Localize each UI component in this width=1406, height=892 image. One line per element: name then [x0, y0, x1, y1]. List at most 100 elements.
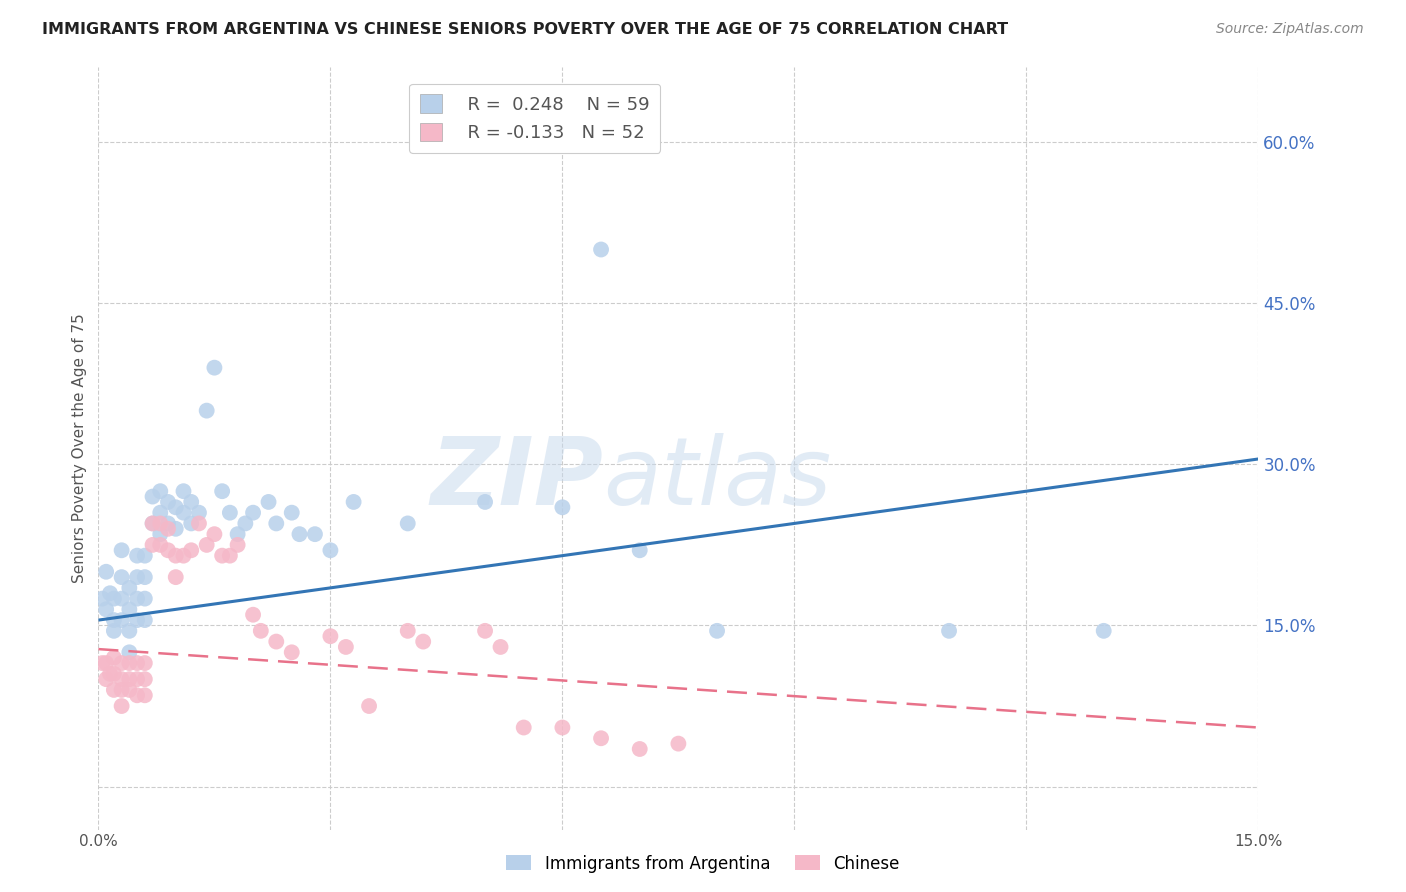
Point [141, 490, 165, 504]
Point [111, 591, 132, 606]
Point [157, 543, 180, 558]
Point [96, 602, 118, 616]
Point [242, 607, 264, 622]
Point [118, 656, 141, 670]
Text: atlas: atlas [603, 434, 831, 524]
Point [180, 495, 202, 509]
Point [319, 629, 342, 643]
Point [180, 543, 202, 558]
Point [474, 624, 496, 638]
Point [474, 495, 496, 509]
Point [111, 656, 132, 670]
Point [103, 650, 125, 665]
Point [111, 682, 132, 697]
Point [211, 484, 233, 499]
Point [118, 645, 141, 659]
Point [118, 602, 141, 616]
Point [235, 516, 257, 531]
Point [118, 682, 141, 697]
Point [242, 506, 264, 520]
Point [118, 672, 141, 686]
Point [103, 666, 125, 681]
Point [127, 613, 149, 627]
Text: Source: ZipAtlas.com: Source: ZipAtlas.com [1216, 22, 1364, 37]
Point [149, 506, 172, 520]
Point [165, 570, 187, 584]
Point [134, 656, 156, 670]
Point [134, 613, 156, 627]
Point [219, 506, 242, 520]
Point [591, 243, 613, 257]
Point [127, 672, 149, 686]
Point [335, 640, 357, 654]
Point [103, 624, 125, 638]
Point [396, 624, 419, 638]
Point [127, 688, 149, 702]
Point [343, 495, 366, 509]
Point [134, 672, 156, 686]
Point [188, 516, 211, 531]
Point [103, 682, 125, 697]
Point [141, 516, 165, 531]
Point [149, 484, 172, 499]
Point [319, 543, 342, 558]
Point [591, 731, 613, 746]
Point [118, 581, 141, 595]
Point [288, 527, 311, 541]
Point [204, 527, 226, 541]
Point [172, 484, 194, 499]
Legend:   R =  0.248    N = 59,   R = -0.133   N = 52: R = 0.248 N = 59, R = -0.133 N = 52 [409, 84, 661, 153]
Point [127, 591, 149, 606]
Point [91, 591, 114, 606]
Point [195, 538, 218, 552]
Point [281, 645, 304, 659]
Point [149, 516, 172, 531]
Point [111, 613, 132, 627]
Legend: Immigrants from Argentina, Chinese: Immigrants from Argentina, Chinese [499, 848, 907, 880]
Point [134, 549, 156, 563]
Text: IMMIGRANTS FROM ARGENTINA VS CHINESE SENIORS POVERTY OVER THE AGE OF 75 CORRELAT: IMMIGRANTS FROM ARGENTINA VS CHINESE SEN… [42, 22, 1008, 37]
Point [489, 640, 512, 654]
Point [513, 721, 536, 735]
Point [304, 527, 326, 541]
Point [91, 656, 114, 670]
Point [96, 672, 118, 686]
Point [157, 516, 180, 531]
Point [180, 516, 202, 531]
Point [281, 506, 304, 520]
Point [111, 699, 132, 714]
Point [257, 495, 280, 509]
Point [226, 527, 249, 541]
Point [264, 634, 288, 648]
Point [103, 613, 125, 627]
Point [157, 495, 180, 509]
Point [628, 543, 651, 558]
Point [96, 565, 118, 579]
Point [127, 570, 149, 584]
Point [134, 591, 156, 606]
Point [98, 666, 121, 681]
Point [149, 527, 172, 541]
Point [226, 538, 249, 552]
Point [172, 549, 194, 563]
Point [666, 737, 689, 751]
Y-axis label: Seniors Poverty Over the Age of 75: Seniors Poverty Over the Age of 75 [72, 313, 87, 583]
Point [172, 506, 194, 520]
Point [157, 522, 180, 536]
Point [211, 549, 233, 563]
Point [195, 403, 218, 417]
Point [134, 570, 156, 584]
Point [111, 543, 132, 558]
Point [219, 549, 242, 563]
Point [412, 634, 434, 648]
Point [134, 688, 156, 702]
Point [264, 516, 288, 531]
Point [1092, 624, 1115, 638]
Point [551, 721, 574, 735]
Point [127, 656, 149, 670]
Point [551, 500, 574, 515]
Point [250, 624, 273, 638]
Point [149, 538, 172, 552]
Point [111, 672, 132, 686]
Point [938, 624, 960, 638]
